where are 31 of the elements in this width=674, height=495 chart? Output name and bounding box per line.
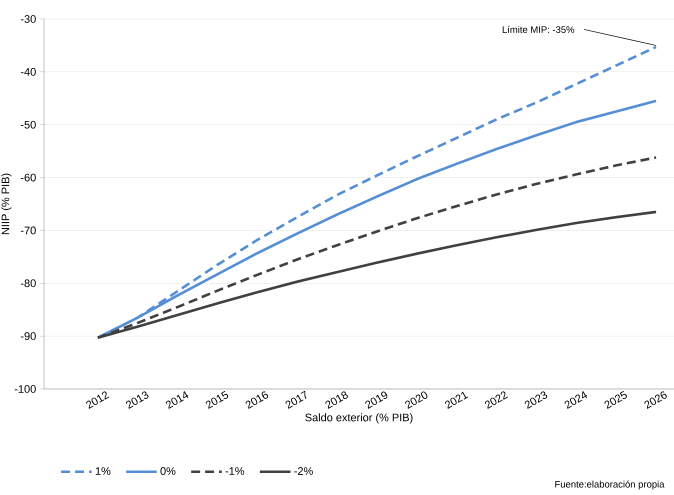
y-tick-label: -100 [14, 385, 36, 393]
x-tick-label: 2020 [405, 391, 428, 409]
y-tick-label: -30 [20, 15, 36, 23]
x-tick-label: 2018 [325, 391, 348, 409]
x-tick-label: 2025 [604, 390, 627, 409]
legend-label: 1% [96, 467, 110, 475]
x-tick-label: 2022 [484, 391, 508, 409]
x-tick-label: 2014 [166, 391, 188, 409]
x-tick-label: 2013 [126, 391, 149, 409]
x-tick-label: 2019 [365, 392, 388, 409]
y-tick-label: -50 [20, 120, 36, 129]
source-note: Fuente:elaboración propia [555, 480, 664, 490]
x-tick-label: 2015 [206, 390, 228, 409]
y-axis-title: NIIP (% PIB) [1, 174, 12, 234]
annotation: Límite MIP: -35% [502, 26, 574, 33]
y-tick-label: -80 [20, 279, 36, 288]
x-tick-label: 2026 [644, 391, 667, 409]
x-tick-label: 2021 [445, 392, 468, 409]
x-axis-title: Saldo exterior (% PIB) [305, 413, 413, 424]
legend-label: -2% [294, 467, 313, 475]
legend-label: -1% [226, 467, 244, 475]
x-tick-label: 2023 [524, 391, 548, 409]
y-tick-label: -40 [20, 68, 36, 76]
x-tick-label: 2024 [564, 391, 588, 409]
x-tick-label: 2016 [246, 391, 268, 409]
x-tick-label: 2012 [86, 391, 110, 409]
y-tick-label: -90 [20, 332, 36, 340]
x-tick-label: 2017 [286, 390, 306, 409]
legend-label: 0% [160, 467, 176, 475]
y-tick-label: -70 [20, 226, 36, 234]
y-tick-label: -60 [20, 174, 36, 182]
